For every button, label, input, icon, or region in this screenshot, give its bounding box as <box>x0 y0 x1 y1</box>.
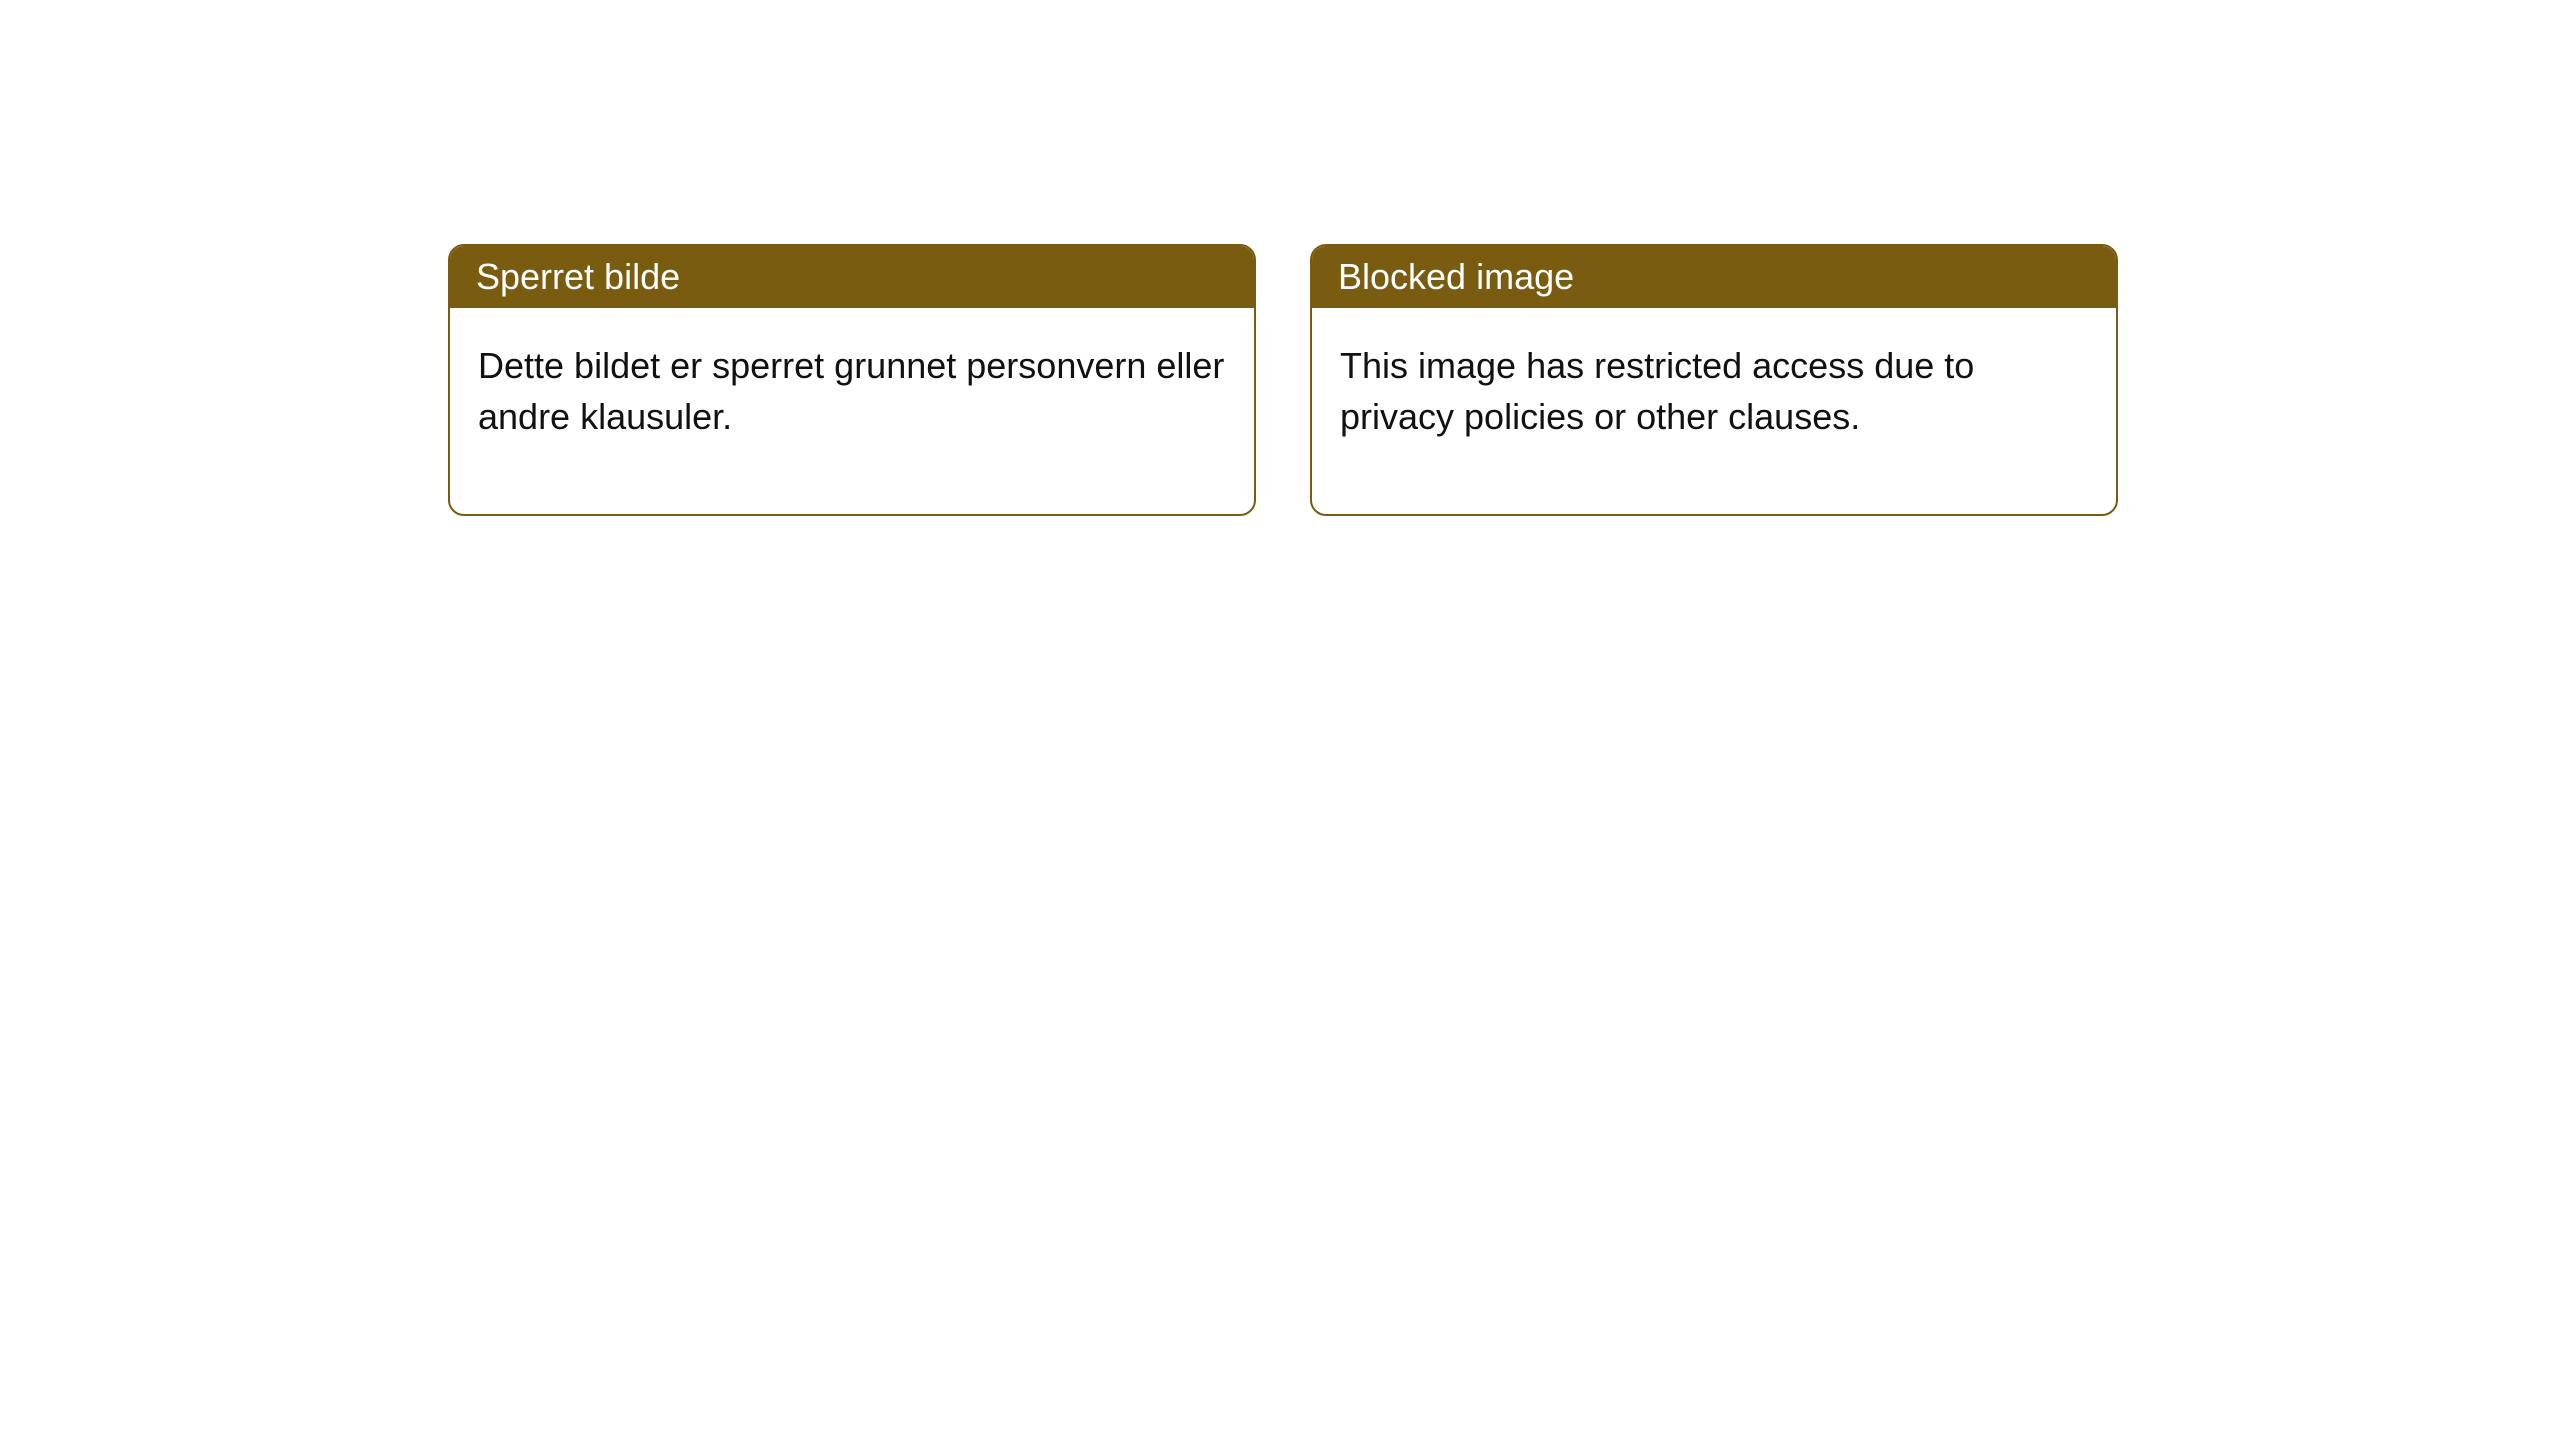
notice-card-norwegian: Sperret bilde Dette bildet er sperret gr… <box>448 244 1256 516</box>
notice-title: Blocked image <box>1338 256 1574 297</box>
notice-container: Sperret bilde Dette bildet er sperret gr… <box>448 244 2118 516</box>
notice-body-text: Dette bildet er sperret grunnet personve… <box>478 345 1224 437</box>
notice-header: Blocked image <box>1312 246 2116 308</box>
notice-body: Dette bildet er sperret grunnet personve… <box>450 308 1254 514</box>
notice-header: Sperret bilde <box>450 246 1254 308</box>
notice-title: Sperret bilde <box>476 256 680 297</box>
notice-card-english: Blocked image This image has restricted … <box>1310 244 2118 516</box>
notice-body: This image has restricted access due to … <box>1312 308 2116 514</box>
notice-body-text: This image has restricted access due to … <box>1340 345 1974 437</box>
